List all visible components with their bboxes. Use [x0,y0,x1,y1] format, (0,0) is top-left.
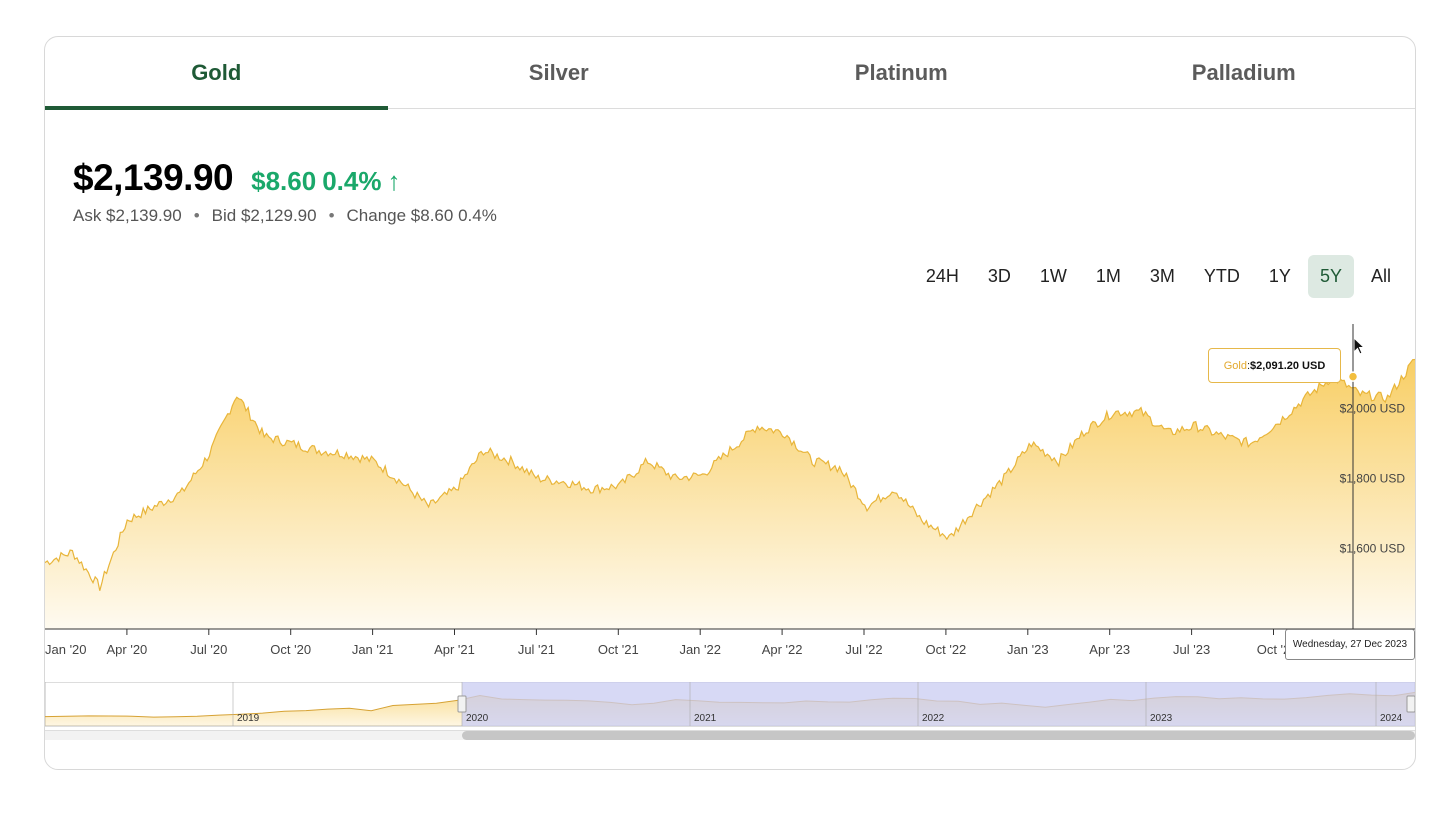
x-axis-tick-label: Oct '22 [926,642,967,657]
tab-palladium[interactable]: Palladium [1191,60,1296,85]
range-all-button[interactable]: All [1370,266,1391,286]
navigator-year-label: 2021 [694,713,717,724]
y-axis-tick-label: $1,600 USD [1340,542,1406,556]
arrow-up-icon: ↑ [387,166,401,196]
ask-price: Ask $2,139.90 [73,206,182,225]
price-header: $2,139.90 $8.60 0.4% ↑ [73,157,400,199]
y-axis-tick-label: $1,800 USD [1340,472,1406,486]
x-axis-tick-label: Jan '21 [352,642,394,657]
x-axis-tick-label: Oct '2 [1257,642,1291,657]
chart-navigator[interactable]: 2019 2020 2021 2022 2023 2024 [45,682,1415,728]
tab-platinum[interactable]: Platinum [854,60,948,85]
price-change-percent: 0.4% [322,166,382,196]
navigator-year-label: 2022 [922,713,945,724]
range-24h-button[interactable]: 24H [925,266,959,286]
navigator-year-label: 2020 [466,713,489,724]
range-ytd-button[interactable]: YTD [1203,266,1240,286]
navigator-year-label: 2019 [237,713,260,724]
chart-tooltip: Gold : $2,091.20 USD [1208,348,1341,383]
navigator-selected-range[interactable] [462,682,1415,726]
price-area-chart[interactable]: Jan '20 Apr '20 Jul '20 Oct '20 Jan '21 Apr '… [45,317,1415,687]
tab-gold[interactable]: Gold [45,37,388,110]
tab-silver[interactable]: Silver [528,60,589,85]
crosshair-date-label: Wednesday, 27 Dec 2023 [1285,629,1415,660]
tooltip-separator: : [1246,359,1251,372]
range-1w-button[interactable]: 1W [1039,266,1067,286]
x-axis-tick-label: Jan '22 [679,642,721,657]
range-1m-button[interactable]: 1M [1095,266,1121,286]
range-3d-button[interactable]: 3D [987,266,1011,286]
x-axis-tick-label: Jul '20 [190,642,227,657]
tooltip-series-name: Gold [1223,359,1247,372]
navigator-left-handle[interactable] [457,695,467,713]
bid-price: Bid $2,129.90 [211,206,317,225]
price-change: $8.60 [251,166,317,196]
time-range-selector: 24H 3D 1W 1M 3M YTD 1Y 5Y All [909,255,1403,298]
separator-dot: • [193,206,200,225]
range-3m-button[interactable]: 3M [1149,266,1175,286]
x-axis-tick-label: Apr '20 [107,642,148,657]
x-axis-tick-label: Jan '23 [1007,642,1049,657]
x-axis-tick-label: Oct '20 [270,642,311,657]
range-5y-button[interactable]: 5Y [1307,255,1354,298]
change-summary: Change $8.60 0.4% [346,206,497,225]
range-1y-button[interactable]: 1Y [1268,266,1291,286]
x-axis-tick-label: Jul '23 [1173,642,1210,657]
navigator-right-handle[interactable] [1406,695,1415,713]
navigator-year-label: 2023 [1150,713,1173,724]
tooltip-value: $2,091.20 USD [1250,359,1326,372]
gold-series-line [45,358,1415,591]
separator-dot: • [328,206,335,225]
quote-details: Ask $2,139.90 • Bid $2,129.90 • Change $… [73,206,497,226]
navigator-year-label: 2024 [1380,713,1403,724]
x-axis-tick-label: Jul '22 [845,642,882,657]
x-axis-tick-label: Apr '22 [762,642,803,657]
current-price: $2,139.90 [73,157,234,198]
gold-area-fill [45,359,1415,629]
x-axis-tick-label: Apr '21 [434,642,475,657]
metal-tabs: Gold Silver Platinum Palladium [45,37,1415,110]
hover-data-point [1347,371,1359,382]
x-axis-tick-label: Jan '20 [45,642,87,657]
x-axis-tick-label: Jul '21 [518,642,555,657]
price-chart-card: Gold Silver Platinum Palladium $2,139.90… [44,36,1416,770]
y-axis-tick-label: $2,000 USD [1340,402,1406,416]
navigator-scrollbar-thumb[interactable] [462,731,1415,740]
x-axis-tick-label: Oct '21 [598,642,639,657]
x-axis-tick-label: Apr '23 [1089,642,1130,657]
mouse-cursor-icon [1353,337,1366,355]
